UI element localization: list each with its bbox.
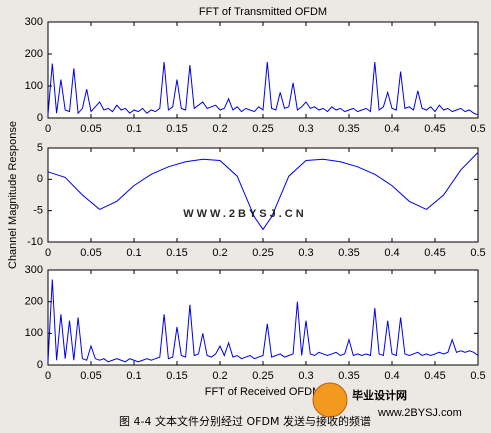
y-tick-label: 0: [37, 359, 43, 371]
y-tick-label: 0: [37, 173, 43, 185]
x-axis-label: FFT of Received OFDM: [205, 386, 322, 398]
x-tick-label: 0.15: [166, 247, 187, 259]
x-tick-label: 0.05: [80, 123, 101, 135]
x-tick-label: 0.25: [252, 370, 273, 382]
x-tick-label: 0.2: [212, 370, 227, 382]
y-tick-label: 100: [25, 327, 43, 339]
x-tick-label: 0.2: [212, 123, 227, 135]
x-tick-label: 0.4: [384, 123, 399, 135]
x-tick-label: 0.15: [166, 370, 187, 382]
logo-icon: [312, 382, 348, 418]
x-tick-label: 0.1: [126, 247, 141, 259]
x-tick-label: 0.15: [166, 123, 187, 135]
x-tick-label: 0.5: [470, 123, 485, 135]
x-tick-label: 0.35: [338, 123, 359, 135]
x-tick-label: 0.5: [470, 247, 485, 259]
axes: [47, 147, 479, 243]
y-tick-label: 5: [37, 142, 43, 154]
logo-url: www.2BYSJ.com: [377, 407, 462, 419]
x-tick-label: 0.25: [252, 123, 273, 135]
watermark: WWW.2BYSJ.CN: [183, 208, 306, 220]
x-tick-label: 0.1: [126, 123, 141, 135]
x-tick-label: 0.4: [384, 247, 399, 259]
x-tick-label: 0: [45, 247, 51, 259]
y-tick-label: 200: [25, 296, 43, 308]
x-tick-label: 0.2: [212, 247, 227, 259]
x-tick-label: 0.3: [298, 370, 313, 382]
x-tick-label: 0.25: [252, 247, 273, 259]
data-line: [47, 61, 479, 116]
y-tick-label: 300: [25, 264, 43, 276]
x-tick-label: 0.35: [338, 370, 359, 382]
x-tick-label: 0.05: [80, 247, 101, 259]
x-tick-label: 0.1: [126, 370, 141, 382]
axes: [47, 21, 479, 119]
x-tick-label: 0: [45, 123, 51, 135]
y-tick-label: -5: [33, 205, 43, 217]
x-tick-label: 0.3: [298, 247, 313, 259]
x-tick-label: 0.35: [338, 247, 359, 259]
x-tick-label: 0.05: [80, 370, 101, 382]
y-tick-label: 100: [25, 80, 43, 92]
logo-text: 毕业设计网: [352, 388, 407, 402]
data-line: [47, 152, 479, 231]
chart-title: FFT of Transmitted OFDM: [199, 6, 327, 18]
x-tick-label: 0.5: [470, 370, 485, 382]
x-tick-label: 0.45: [424, 370, 445, 382]
axes: [47, 269, 479, 366]
y-tick-label: 0: [37, 112, 43, 124]
data-line: [47, 279, 479, 363]
x-tick-label: 0.45: [424, 123, 445, 135]
y-tick-label: -10: [27, 236, 43, 248]
x-tick-label: 0.3: [298, 123, 313, 135]
x-tick-label: 0: [45, 370, 51, 382]
y-tick-label: 300: [25, 16, 43, 28]
y-tick-label: 200: [25, 48, 43, 60]
caption: 图 4-4 文本文件分别经过 OFDM 发送与接收的频谱: [119, 414, 371, 428]
y-axis-label: Channel Magnitude Response: [7, 121, 19, 269]
x-tick-label: 0.45: [424, 247, 445, 259]
x-tick-label: 0.4: [384, 370, 399, 382]
